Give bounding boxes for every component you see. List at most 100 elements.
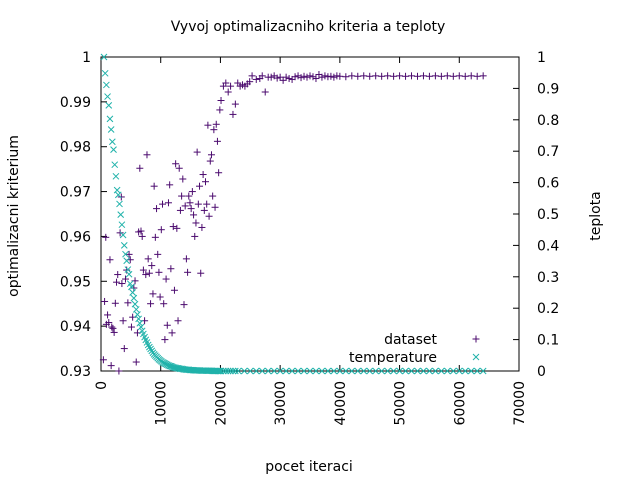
x-tick-label: 10000 [154, 381, 170, 426]
plot-border [100, 56, 520, 372]
dataset-point [473, 72, 481, 80]
dataset-point [366, 72, 374, 80]
dataset-point [149, 290, 157, 298]
dataset-point [127, 323, 135, 331]
dataset-point [455, 72, 463, 80]
temperature-point [119, 231, 127, 239]
temperature-point [240, 367, 248, 375]
dataset-point [285, 75, 293, 83]
temperature-point [112, 172, 120, 180]
dataset-point [107, 362, 115, 370]
dataset-point [199, 171, 207, 179]
dataset-point [309, 73, 317, 81]
dataset-point [461, 72, 469, 80]
temperature-point [432, 367, 439, 375]
dataset-point [139, 266, 147, 274]
dataset-point [282, 73, 290, 81]
y-tick-label: 0.97 [60, 185, 91, 201]
temperature-point [461, 367, 469, 375]
temperature-point [118, 221, 126, 229]
dataset-point [211, 203, 219, 211]
dataset-point [99, 356, 107, 364]
dataset-point [145, 269, 153, 277]
dataset-point [110, 328, 118, 336]
dataset-point [197, 269, 205, 277]
temperature-point [384, 367, 391, 375]
temperature-point [224, 367, 232, 375]
temperature-point [443, 367, 451, 375]
y-axis-label: optimalizacni kriterium [6, 135, 22, 297]
temperature-point [330, 367, 338, 375]
dataset-point [273, 74, 281, 82]
dataset-point [151, 233, 159, 241]
legend-label-dataset: dataset [384, 332, 437, 348]
temperature-point [220, 367, 227, 375]
dataset-point [402, 72, 410, 80]
y2-tick-label: 0.3 [537, 270, 559, 286]
series-temperature [100, 53, 487, 375]
dataset-point [190, 211, 198, 219]
dataset-point [115, 367, 123, 375]
dataset-point [294, 72, 302, 80]
legend: dataset temperature [349, 332, 480, 366]
y2-tick-label: 0.7 [537, 144, 559, 160]
y-tick-label: 1 [82, 50, 91, 66]
dataset-point [106, 256, 114, 264]
dataset-point [437, 72, 445, 80]
dataset-point [212, 120, 220, 128]
dataset-point [121, 275, 129, 283]
temperature-point [312, 367, 320, 375]
x-tick-label: 20000 [213, 381, 229, 426]
dataset-point [111, 299, 119, 307]
dataset-point [378, 72, 386, 80]
dataset-point [176, 206, 184, 214]
dataset-point [213, 137, 221, 145]
dataset-point [182, 255, 190, 263]
x-tick-label: 50000 [393, 381, 409, 426]
temperature-point [166, 362, 174, 370]
dataset-point [267, 73, 275, 81]
dataset-point [125, 250, 133, 258]
dataset-point [186, 199, 194, 207]
dataset-point [467, 72, 475, 80]
y2-tick-label: 0.6 [537, 176, 559, 192]
dataset-point [178, 192, 186, 200]
dataset-point [192, 219, 200, 227]
dataset-point [188, 188, 196, 196]
dataset-point [193, 148, 201, 156]
dataset-point [156, 293, 164, 301]
x-tick-label: 70000 [512, 381, 528, 426]
dataset-point [180, 301, 188, 309]
dataset-point [300, 72, 308, 80]
dataset-point [408, 72, 416, 80]
temperature-point [258, 367, 266, 375]
dataset-point [155, 268, 163, 276]
dataset-point [425, 72, 433, 80]
dataset-point [217, 97, 225, 105]
plot-area [99, 53, 487, 375]
dataset-point [142, 271, 150, 279]
temperature-point [455, 367, 463, 375]
y-tick-label: 0.95 [60, 274, 91, 290]
temperature-point [402, 367, 409, 375]
dataset-point [185, 192, 193, 200]
temperature-point [105, 102, 113, 109]
dataset-point [210, 126, 218, 134]
temperature-point [342, 367, 350, 375]
dataset-point [116, 229, 124, 237]
temperature-point [318, 367, 326, 375]
dataset-point [138, 232, 146, 240]
temperature-point [372, 367, 380, 375]
temperature-point [252, 367, 260, 375]
y2-tick-label: 0.4 [537, 238, 559, 254]
dataset-point [216, 106, 224, 114]
y2-tick-label: 0 [537, 364, 546, 380]
dataset-point [336, 72, 344, 80]
temperature-point [104, 93, 111, 100]
dataset-point [396, 72, 404, 80]
dataset-point [169, 223, 177, 231]
legend-label-temperature: temperature [349, 350, 437, 366]
temperature-point [396, 367, 403, 375]
dataset-point [164, 199, 172, 207]
temperature-point [348, 367, 356, 375]
